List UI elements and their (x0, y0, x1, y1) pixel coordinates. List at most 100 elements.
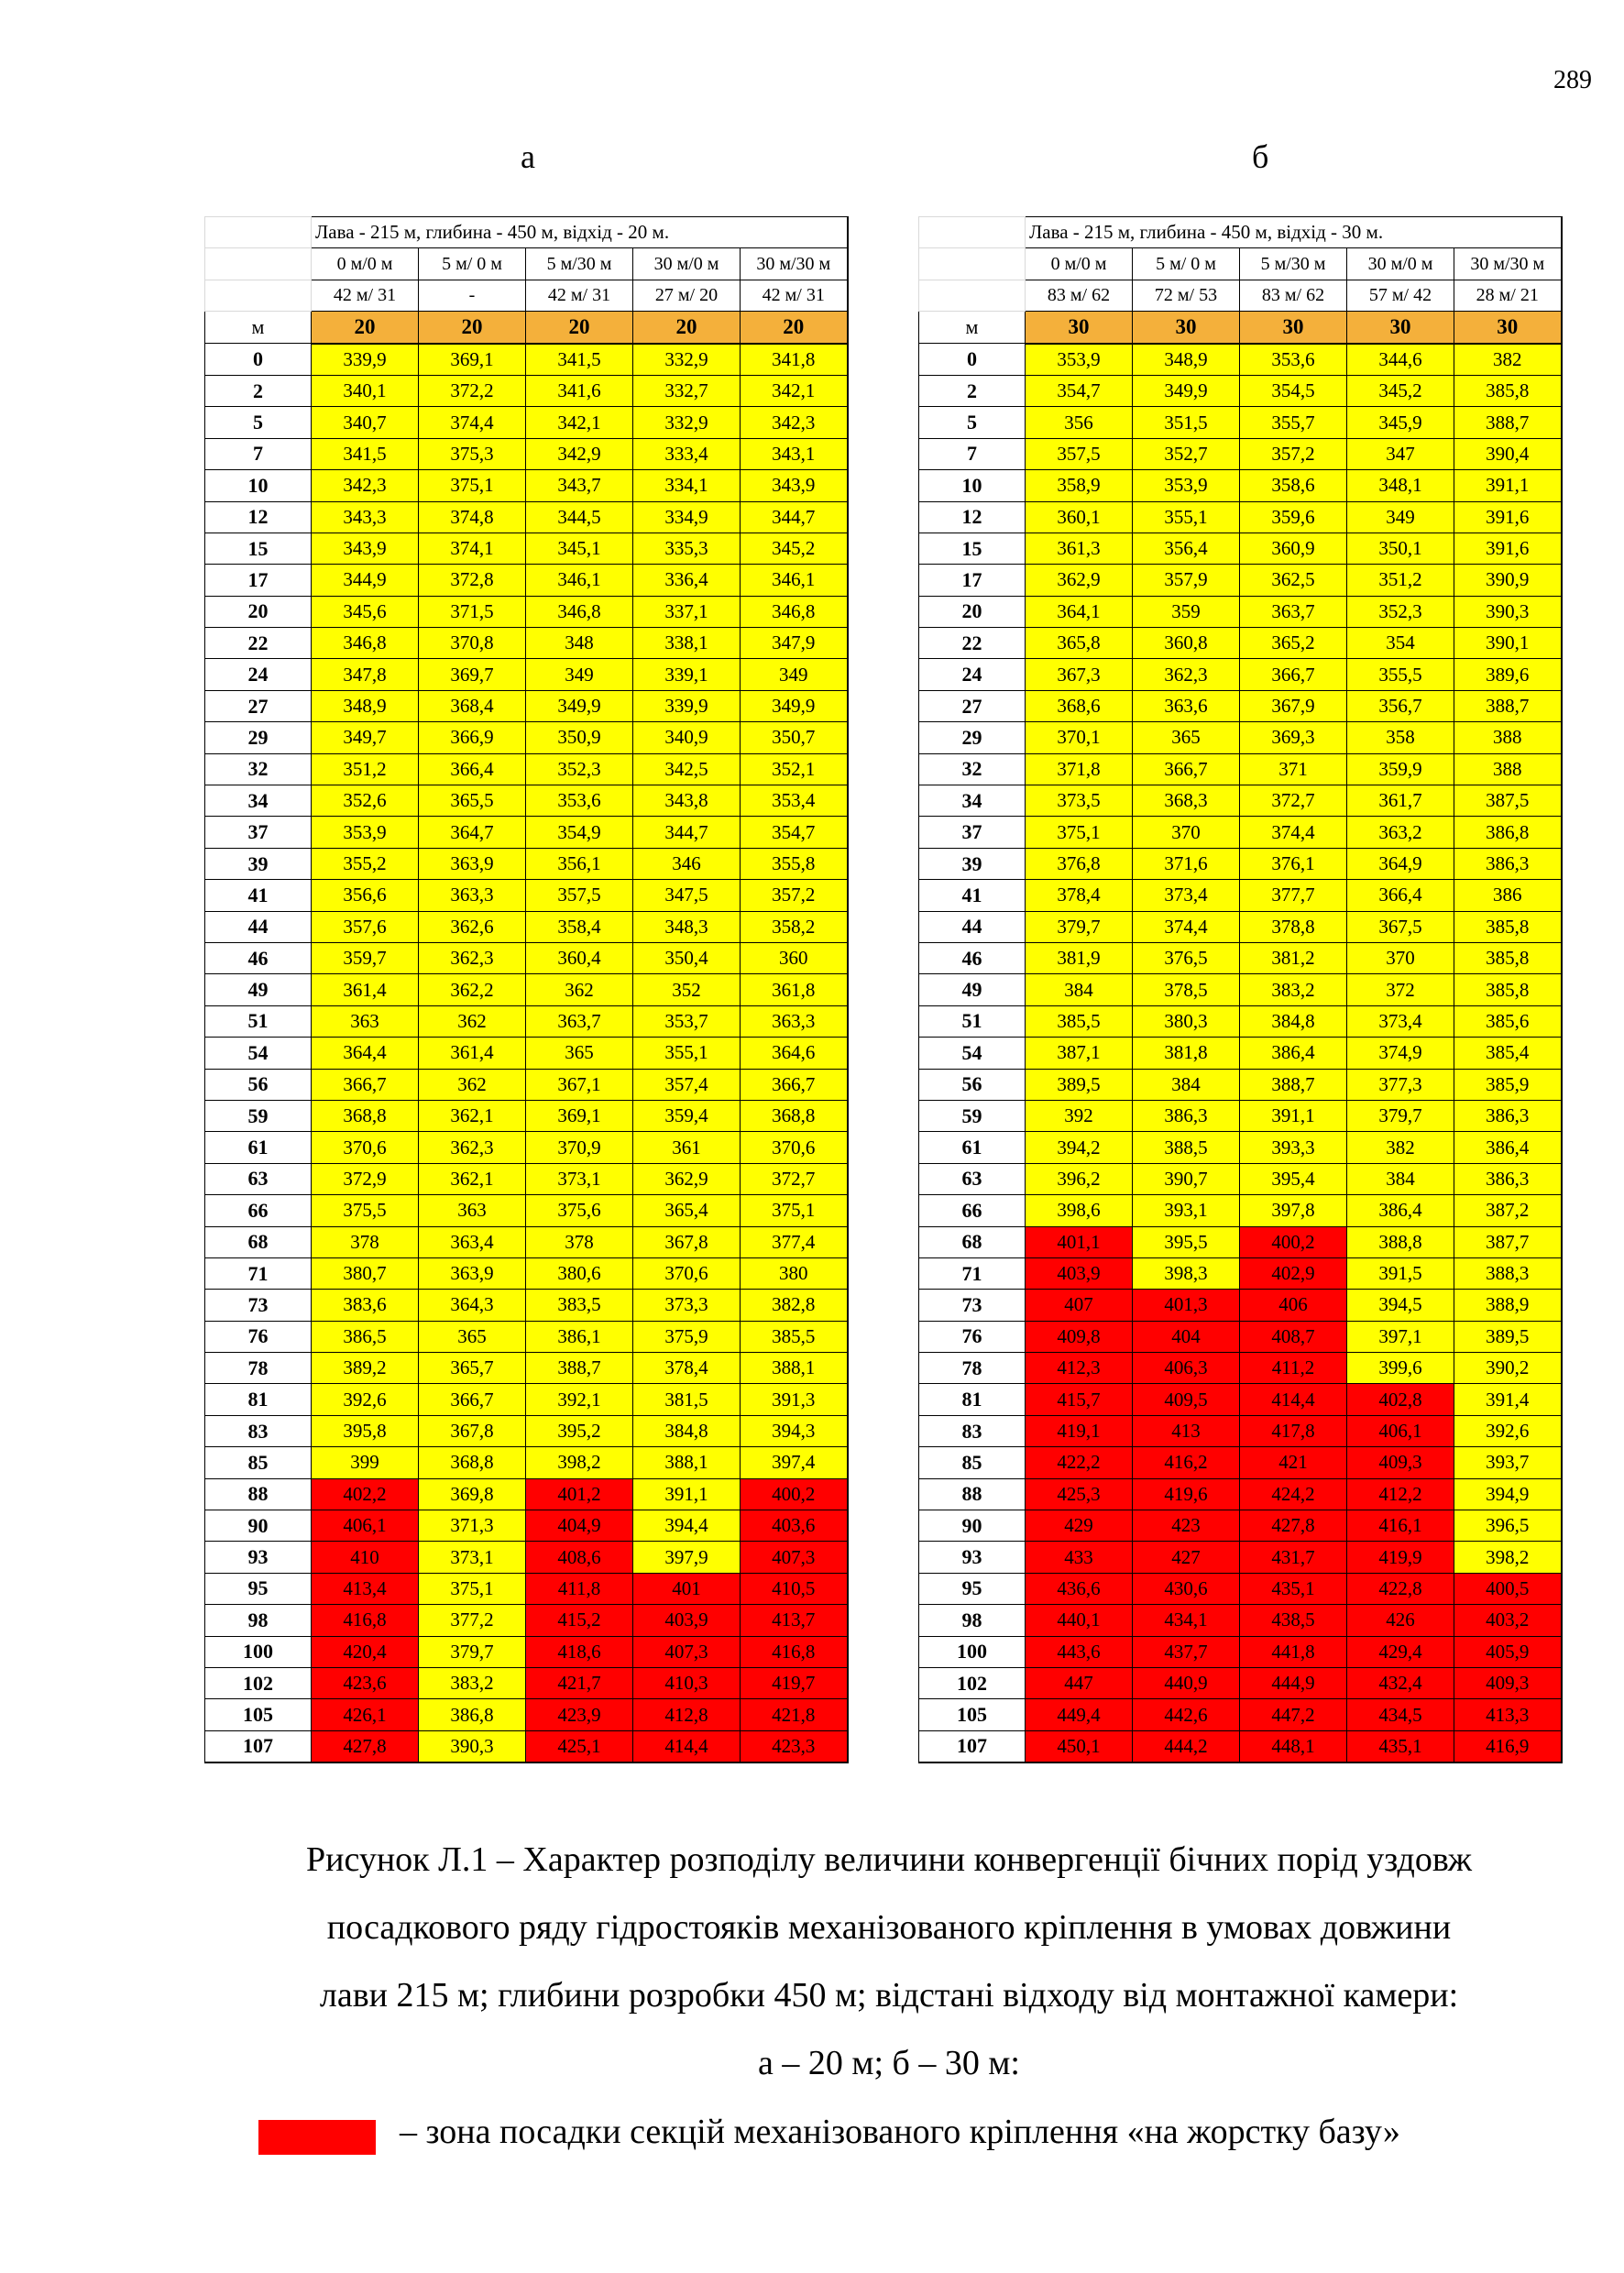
row-position: 93 (918, 1541, 1026, 1574)
convergence-table-b: Лава - 215 м, глибина - 450 м, відхід - … (918, 215, 1563, 1764)
convergence-value: 440,1 (1025, 1604, 1133, 1637)
convergence-value: 350,1 (1346, 532, 1454, 566)
convergence-value: 348,9 (1132, 342, 1240, 376)
row-position: 10 (918, 469, 1026, 502)
convergence-value: 352,3 (525, 752, 633, 786)
convergence-value: 388 (1453, 752, 1563, 786)
table-row: 34 352,6 365,5 353,6 343,8 353,4 (204, 785, 849, 818)
convergence-value: 406 (1239, 1289, 1347, 1322)
convergence-value: 383,2 (1239, 973, 1347, 1006)
table-row: 12 360,1 355,1 359,6 349 391,6 (918, 500, 1563, 533)
convergence-value: 386,8 (418, 1698, 526, 1731)
offset-header: 20 (632, 311, 741, 345)
convergence-value: 339,9 (311, 342, 419, 376)
convergence-value: 365,2 (1239, 627, 1347, 660)
convergence-value: 366,7 (1239, 658, 1347, 691)
convergence-value: 385,6 (1453, 1005, 1563, 1038)
convergence-value: 450,1 (1025, 1729, 1133, 1764)
blank-cell (204, 215, 312, 249)
row-position: 34 (918, 785, 1026, 818)
convergence-value: 412,2 (1346, 1477, 1454, 1511)
convergence-value: 343,9 (311, 532, 419, 566)
convergence-value: 363,9 (418, 1257, 526, 1290)
convergence-value: 345,6 (311, 595, 419, 629)
convergence-value: 354 (1346, 627, 1454, 660)
table-row: 68 401,1 395,5 400,2 388,8 387,7 (918, 1225, 1563, 1258)
column-subvalue: 42 м/ 31 (311, 279, 419, 313)
convergence-value: 374,1 (418, 532, 526, 566)
convergence-value: 425,1 (525, 1729, 633, 1764)
convergence-value: 369,3 (1239, 721, 1347, 754)
convergence-value: 384 (1346, 1162, 1454, 1196)
row-position: 83 (204, 1414, 312, 1448)
convergence-value: 413,7 (739, 1604, 849, 1637)
convergence-value: 369,8 (418, 1477, 526, 1511)
table-row: 2 354,7 349,9 354,5 345,2 385,8 (918, 374, 1563, 408)
convergence-value: 386,4 (1346, 1194, 1454, 1227)
convergence-value: 373,4 (1132, 879, 1240, 912)
convergence-value: 388,9 (1453, 1289, 1563, 1322)
table-row: 63 396,2 390,7 395,4 384 386,3 (918, 1162, 1563, 1196)
convergence-value: 341,5 (311, 437, 419, 471)
convergence-value: 400,5 (1453, 1572, 1563, 1606)
row-position: 5 (918, 406, 1026, 439)
convergence-value: 340,9 (632, 721, 741, 754)
row-position: 27 (918, 689, 1026, 723)
convergence-value: 389,5 (1025, 1068, 1133, 1101)
convergence-value: 429 (1025, 1510, 1133, 1543)
convergence-value: 343,7 (525, 469, 633, 502)
convergence-value: 368,4 (418, 689, 526, 723)
table-row: 100 443,6 437,7 441,8 429,4 405,9 (918, 1635, 1563, 1668)
table-row: 61 370,6 362,3 370,9 361 370,6 (204, 1131, 849, 1164)
convergence-value: 348 (525, 627, 633, 660)
row-position: 22 (918, 627, 1026, 660)
convergence-value: 386,4 (1239, 1037, 1347, 1070)
convergence-value: 410 (311, 1541, 419, 1574)
convergence-value: 364,7 (418, 816, 526, 849)
table-row: 100 420,4 379,7 418,6 407,3 416,8 (204, 1635, 849, 1668)
convergence-value: 363,3 (418, 879, 526, 912)
convergence-value: 419,1 (1025, 1414, 1133, 1448)
convergence-value: 378,4 (632, 1352, 741, 1385)
convergence-value: 346 (632, 847, 741, 881)
convergence-value: 390,2 (1453, 1352, 1563, 1385)
convergence-value: 366,7 (739, 1068, 849, 1101)
row-position: 12 (204, 500, 312, 533)
offset-header: 30 (1346, 311, 1454, 345)
convergence-value: 362,3 (418, 1131, 526, 1164)
convergence-value: 365 (525, 1037, 633, 1070)
convergence-value: 375,6 (525, 1194, 633, 1227)
table-row: 61 394,2 388,5 393,3 382 386,4 (918, 1131, 1563, 1164)
convergence-value: 348,1 (1346, 469, 1454, 502)
row-position: 90 (918, 1510, 1026, 1543)
convergence-value: 372,7 (1239, 785, 1347, 818)
table-row: 102 447 440,9 444,9 432,4 409,3 (918, 1666, 1563, 1700)
convergence-value: 377,7 (1239, 879, 1347, 912)
convergence-value: 370,9 (525, 1131, 633, 1164)
column-header: 5 м/30 м (525, 247, 633, 280)
convergence-value: 371,3 (418, 1510, 526, 1543)
table-row: 41 356,6 363,3 357,5 347,5 357,2 (204, 879, 849, 912)
convergence-value: 353,7 (632, 1005, 741, 1038)
table-row: 24 347,8 369,7 349 339,1 349 (204, 658, 849, 691)
row-position: 71 (918, 1257, 1026, 1290)
convergence-value: 385,9 (1453, 1068, 1563, 1101)
convergence-value: 340,7 (311, 406, 419, 439)
convergence-value: 379,7 (1346, 1099, 1454, 1133)
convergence-value: 437,7 (1132, 1635, 1240, 1668)
convergence-value: 358,9 (1025, 469, 1133, 502)
convergence-value: 419,6 (1132, 1477, 1240, 1511)
row-position: 17 (204, 564, 312, 597)
row-position: 24 (204, 658, 312, 691)
convergence-value: 421,7 (525, 1666, 633, 1700)
column-header: 0 м/0 м (1025, 247, 1133, 280)
convergence-value: 365 (418, 1320, 526, 1354)
convergence-value: 351,2 (1346, 564, 1454, 597)
convergence-value: 356 (1025, 406, 1133, 439)
convergence-value: 339,1 (632, 658, 741, 691)
caption-line: лави 215 м; глибини розробки 450 м; відс… (319, 1976, 1459, 2015)
table-row: 39 376,8 371,6 376,1 364,9 386,3 (918, 847, 1563, 881)
column-header: 30 м/0 м (632, 247, 741, 280)
row-position: 12 (918, 500, 1026, 533)
convergence-value: 448,1 (1239, 1729, 1347, 1764)
